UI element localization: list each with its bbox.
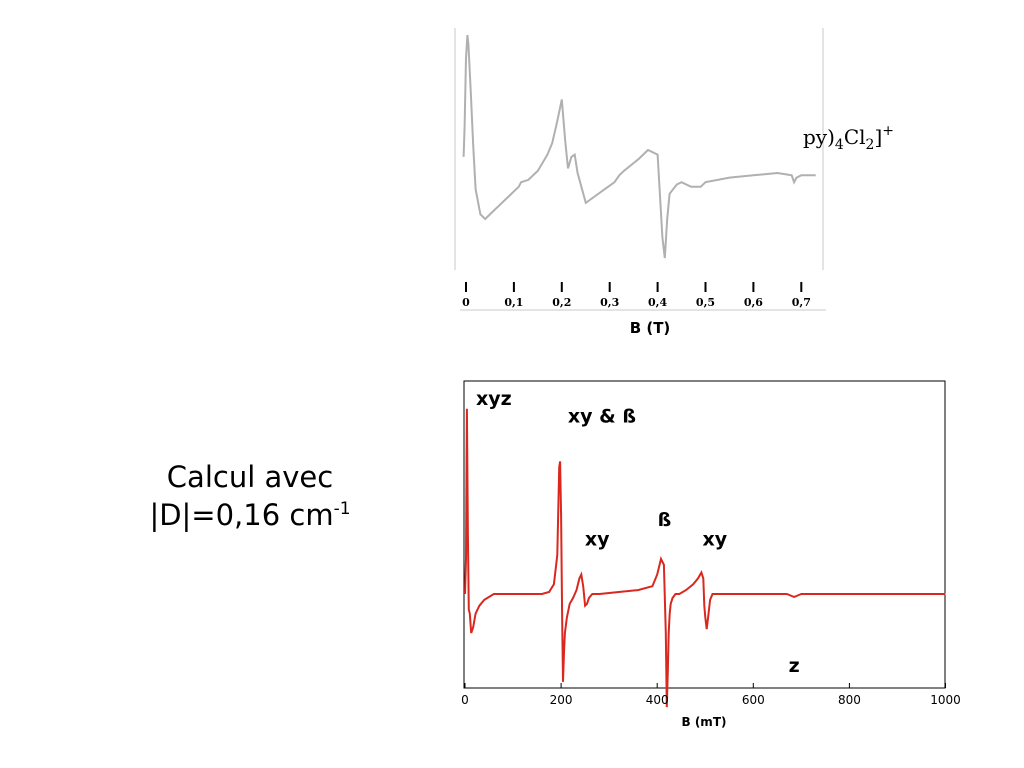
title-fragment-part-2: Cl bbox=[844, 125, 866, 149]
peak-annotation: ß bbox=[658, 509, 672, 531]
experimental-tick-label: 0,4 bbox=[648, 296, 667, 309]
experimental-x-axis-label: B (T) bbox=[630, 319, 671, 337]
experimental-spectrum-chart: py)4Cl2]+ 0 0,1 0,2 0,3 0,4 0,5 0,6 0,7 B (T) bbox=[454, 28, 894, 337]
caption-unit-exponent: -1 bbox=[333, 499, 351, 519]
peak-annotation: xyz bbox=[476, 388, 512, 410]
caption-d-value: |D|=0,16 cm bbox=[149, 498, 334, 532]
experimental-tick-label: 0 bbox=[462, 296, 470, 309]
title-fragment-part-0: py) bbox=[803, 125, 835, 149]
calculated-tick-label: 400 bbox=[646, 693, 669, 707]
experimental-title-fragment: py)4Cl2]+ bbox=[803, 123, 894, 153]
calculated-spectrum-line bbox=[464, 408, 946, 708]
title-fragment-part-1: 4 bbox=[835, 137, 844, 153]
experimental-tick-label: 0,6 bbox=[744, 296, 763, 309]
calculated-tick-label: 1000 bbox=[930, 693, 961, 707]
calculation-caption: Calcul avec |D|=0,16 cm-1 bbox=[100, 458, 400, 534]
title-fragment-part-4: ] bbox=[874, 125, 882, 149]
calculated-plot-frame bbox=[463, 380, 946, 689]
experimental-tick-label: 0,3 bbox=[600, 296, 619, 309]
experimental-tick-label: 0,5 bbox=[696, 296, 715, 309]
calculated-tick-label: 800 bbox=[838, 693, 861, 707]
peak-annotation: xy & ß bbox=[568, 405, 636, 427]
caption-line-1: Calcul avec bbox=[166, 460, 334, 494]
calculated-x-axis-label: B (mT) bbox=[682, 715, 727, 729]
peak-annotation: z bbox=[789, 655, 800, 677]
experimental-tick-label: 0,2 bbox=[552, 296, 571, 309]
peak-annotation: xy bbox=[703, 528, 728, 550]
title-fragment-part-3: 2 bbox=[866, 137, 875, 153]
calculated-tick-label: 600 bbox=[742, 693, 765, 707]
peak-annotation: xy bbox=[585, 528, 610, 550]
experimental-tick-label: 0,1 bbox=[504, 296, 523, 309]
caption-line-2: |D|=0,16 cm-1 bbox=[100, 496, 400, 534]
calculated-tick-label: 200 bbox=[550, 693, 573, 707]
experimental-spectrum-line bbox=[462, 34, 816, 259]
calculated-x-ticks: 0 200 400 600 800 1000 bbox=[461, 683, 961, 707]
experimental-tick-label: 0,7 bbox=[792, 296, 811, 309]
calculated-tick-label: 0 bbox=[461, 693, 469, 707]
experimental-x-ticks: 0 0,1 0,2 0,3 0,4 0,5 0,6 0,7 bbox=[462, 282, 811, 309]
title-fragment-part-5: + bbox=[882, 123, 894, 139]
